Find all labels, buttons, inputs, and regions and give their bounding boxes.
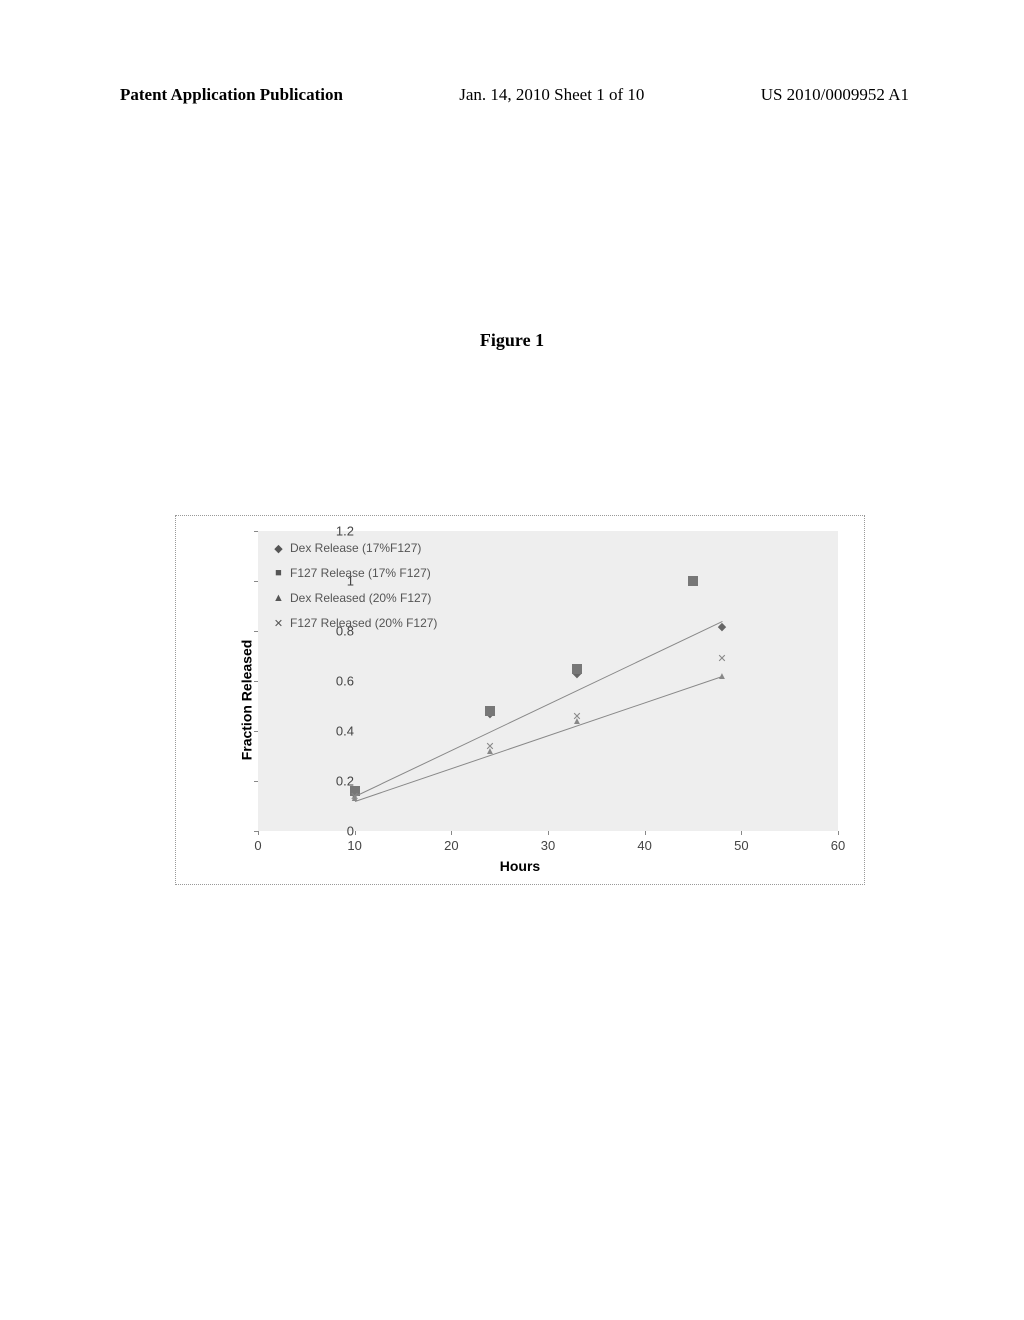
x-axis-title: Hours	[500, 858, 540, 874]
data-point-F127_17	[572, 664, 582, 674]
chart-container: ◆ Dex Release (17%F127) ■ F127 Release (17%…	[175, 515, 865, 885]
square-icon: ■	[273, 568, 284, 579]
y-tick-mark	[254, 781, 258, 782]
header-left: Patent Application Publication	[120, 85, 343, 105]
y-tick-label: 0.8	[336, 624, 354, 639]
x-tick-mark	[258, 831, 259, 835]
y-tick-mark	[254, 681, 258, 682]
x-tick-label: 10	[347, 838, 361, 853]
legend-item: ■ F127 Release (17% F127)	[273, 566, 437, 580]
header-right: US 2010/0009952 A1	[761, 85, 909, 105]
diamond-icon: ◆	[273, 543, 284, 554]
y-tick-label: 0	[347, 824, 354, 839]
y-tick-mark	[254, 731, 258, 732]
legend-label: Dex Release (17%F127)	[290, 541, 421, 555]
data-point-F127_20	[571, 710, 583, 722]
y-tick-label: 1	[347, 574, 354, 589]
legend-item: ◆ Dex Release (17%F127)	[273, 541, 437, 555]
triangle-icon: ▲	[273, 593, 284, 604]
page-header: Patent Application Publication Jan. 14, …	[0, 85, 1024, 105]
chart-legend: ◆ Dex Release (17%F127) ■ F127 Release (17%…	[273, 541, 437, 641]
x-tick-label: 50	[734, 838, 748, 853]
data-point-F127_20	[716, 653, 728, 665]
y-tick-mark	[254, 531, 258, 532]
x-tick-label: 60	[831, 838, 845, 853]
legend-label: F127 Release (17% F127)	[290, 566, 431, 580]
y-tick-label: 0.6	[336, 674, 354, 689]
legend-label: F127 Released (20% F127)	[290, 616, 437, 630]
x-tick-mark	[451, 831, 452, 835]
y-tick-mark	[254, 581, 258, 582]
y-axis-title: Fraction Released	[238, 640, 254, 761]
data-point-F127_17	[688, 576, 698, 586]
data-point-F127_17	[485, 706, 495, 716]
x-tick-label: 0	[254, 838, 261, 853]
x-icon: ✕	[273, 618, 284, 629]
data-point-F127_20	[484, 740, 496, 752]
header-center: Jan. 14, 2010 Sheet 1 of 10	[459, 85, 644, 105]
x-tick-label: 20	[444, 838, 458, 853]
y-tick-label: 0.4	[336, 724, 354, 739]
legend-item: ▲ Dex Released (20% F127)	[273, 591, 437, 605]
figure-title: Figure 1	[480, 330, 544, 351]
x-tick-label: 30	[541, 838, 555, 853]
y-tick-label: 1.2	[336, 524, 354, 539]
x-tick-mark	[838, 831, 839, 835]
y-tick-mark	[254, 631, 258, 632]
x-tick-mark	[355, 831, 356, 835]
legend-item: ✕ F127 Released (20% F127)	[273, 616, 437, 630]
legend-label: Dex Released (20% F127)	[290, 591, 431, 605]
x-tick-mark	[741, 831, 742, 835]
x-tick-mark	[645, 831, 646, 835]
x-tick-label: 40	[637, 838, 651, 853]
x-tick-mark	[548, 831, 549, 835]
